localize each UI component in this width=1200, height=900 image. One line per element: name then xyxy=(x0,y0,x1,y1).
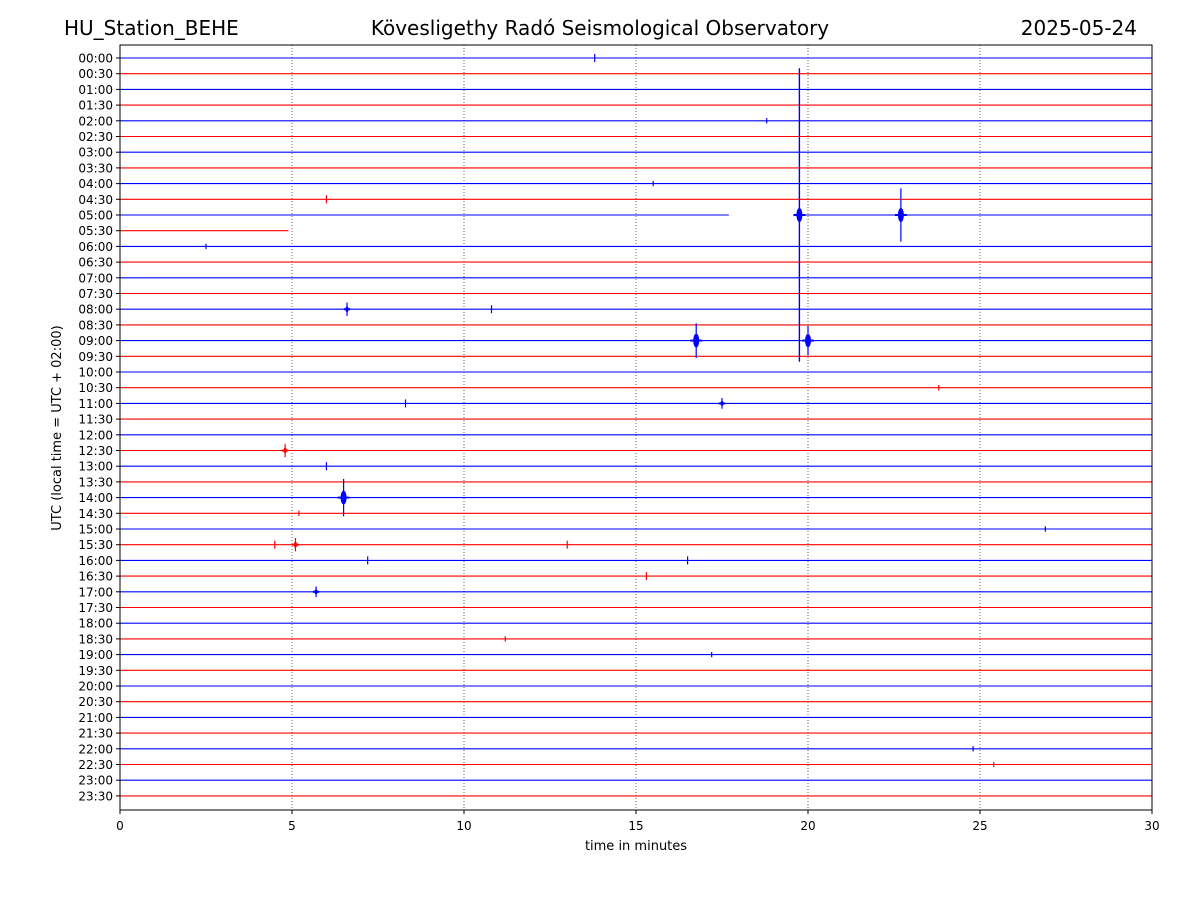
y-tick-label: 11:30 xyxy=(78,413,113,427)
y-tick-label: 15:30 xyxy=(78,538,113,552)
y-tick-label: 04:00 xyxy=(78,177,113,191)
trace-rows xyxy=(120,57,1152,797)
y-tick-label: 16:30 xyxy=(78,570,113,584)
event-1400-16 xyxy=(337,478,350,517)
y-tick-label: 18:30 xyxy=(78,632,113,646)
seismic-events xyxy=(205,53,1046,768)
y-tick-label: 12:30 xyxy=(78,444,113,458)
event-1700-25 xyxy=(312,586,320,598)
x-tick-label: 5 xyxy=(288,819,296,833)
y-tick-label: 19:00 xyxy=(78,648,113,662)
event-0900-9 xyxy=(690,323,703,358)
y-tick-label: 13:00 xyxy=(78,460,113,474)
y-tick-label: 06:30 xyxy=(78,256,113,270)
x-axis-label: time in minutes xyxy=(585,839,687,854)
y-tick-label: 13:30 xyxy=(78,475,113,489)
y-tick-label: 08:00 xyxy=(78,303,113,317)
chart-title: Kövesligethy Radó Seismological Observat… xyxy=(370,16,830,40)
y-tick-label: 07:00 xyxy=(78,271,113,285)
y-tick-label: 02:00 xyxy=(78,114,113,128)
y-tick-label: 01:30 xyxy=(78,99,113,113)
y-tick-label: 21:30 xyxy=(78,727,113,741)
event-0900-10 xyxy=(802,325,814,356)
y-tick-label: 00:00 xyxy=(78,52,113,66)
y-tick-label: 17:00 xyxy=(78,585,113,599)
y-tick-label: 07:30 xyxy=(78,287,113,301)
x-tick-label: 25 xyxy=(972,819,987,833)
y-tick-label: 14:30 xyxy=(78,507,113,521)
grid-lines xyxy=(291,45,981,810)
x-tick-label: 30 xyxy=(1144,819,1159,833)
y-tick-label: 09:30 xyxy=(78,350,113,364)
chart-date: 2025-05-24 xyxy=(1020,16,1137,40)
y-tick-label: 11:00 xyxy=(78,397,113,411)
x-tick-label: 0 xyxy=(116,819,124,833)
y-tick-label: 14:00 xyxy=(78,491,113,505)
y-tick-label: 20:30 xyxy=(78,695,113,709)
y-tick-label: 01:00 xyxy=(78,83,113,97)
y-tick-label: 06:00 xyxy=(78,240,113,254)
y-tick-label: 22:30 xyxy=(78,758,113,772)
event-1230-14 xyxy=(281,443,289,458)
y-tick-label: 05:00 xyxy=(78,209,113,223)
event-1530-19 xyxy=(292,538,299,552)
y-tick-label: 10:30 xyxy=(78,381,113,395)
y-tick-label: 20:00 xyxy=(78,680,113,694)
y-tick-label: 21:00 xyxy=(78,711,113,725)
y-tick-label: 08:30 xyxy=(78,318,113,332)
x-tick-label: 10 xyxy=(456,819,471,833)
y-tick-label: 04:30 xyxy=(78,193,113,207)
x-tick-label: 15 xyxy=(628,819,643,833)
y-axis-label: UTC (local time = UTC + 02:00) xyxy=(50,325,65,530)
y-tick-label: 03:00 xyxy=(78,146,113,160)
x-tick-label: 20 xyxy=(800,819,815,833)
y-tick-label: 00:30 xyxy=(78,67,113,81)
y-tick-label: 18:00 xyxy=(78,617,113,631)
y-tick-label: 16:00 xyxy=(78,554,113,568)
event-0800-7 xyxy=(343,302,351,316)
y-tick-label: 17:30 xyxy=(78,601,113,615)
plot-frame xyxy=(119,44,1153,811)
y-tick-label: 19:30 xyxy=(78,664,113,678)
event-1100-13 xyxy=(718,398,726,409)
y-tick-label: 22:00 xyxy=(78,742,113,756)
y-tick-label: 23:00 xyxy=(78,774,113,788)
y-tick-label: 02:30 xyxy=(78,130,113,144)
y-tick-label: 12:00 xyxy=(78,428,113,442)
event-0500-5 xyxy=(894,188,907,242)
event-0500-4 xyxy=(793,68,806,362)
y-tick-label: 23:30 xyxy=(78,789,113,803)
y-tick-label: 10:00 xyxy=(78,366,113,380)
y-tick-label: 09:00 xyxy=(78,334,113,348)
y-tick-label: 15:00 xyxy=(78,523,113,537)
y-tick-label: 03:30 xyxy=(78,161,113,175)
station-name: HU_Station_BEHE xyxy=(64,16,239,40)
y-tick-label: 05:30 xyxy=(78,224,113,238)
